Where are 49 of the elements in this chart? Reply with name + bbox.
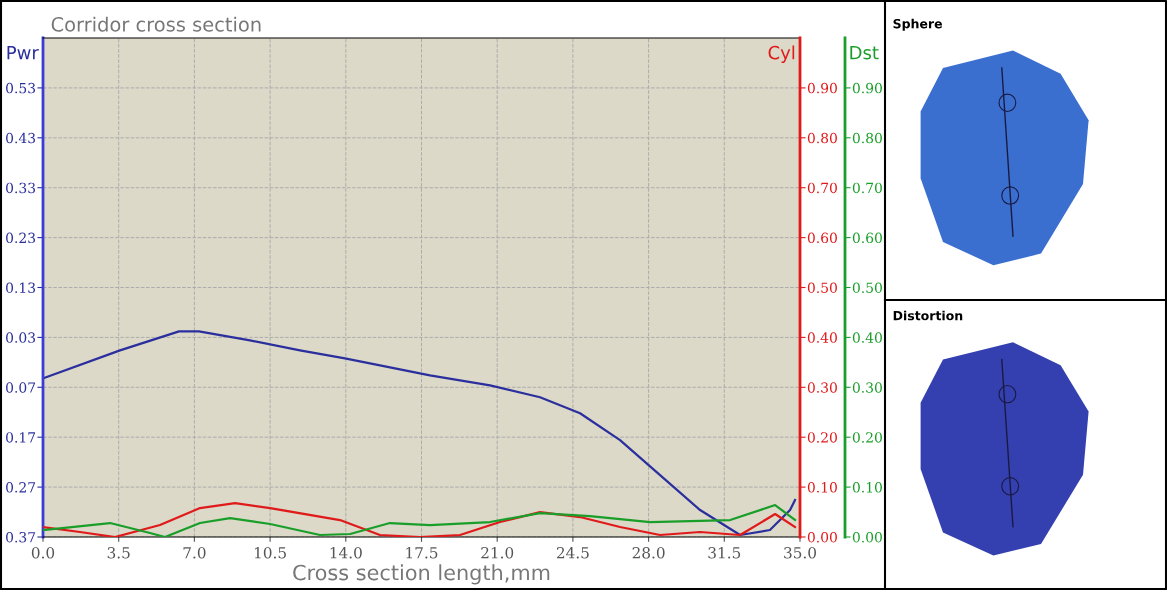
- y-tick-label: 0.07: [6, 382, 36, 393]
- y-tick-label: 0.33: [6, 182, 36, 194]
- y3-tick-label: 0.40: [852, 332, 882, 343]
- y3-tick-label: 0.10: [852, 482, 882, 493]
- x-axis-title: Cross section length,mm: [293, 564, 550, 585]
- y-tick-label: 0.13: [6, 282, 36, 293]
- x-tick-label: 0.0: [31, 546, 55, 559]
- y3-tick-label: 0.60: [852, 232, 882, 244]
- y-tick-label: 0.27: [6, 482, 36, 493]
- y-tick-label: 0.43: [6, 132, 36, 144]
- x-tick-label: 7.0: [183, 546, 206, 559]
- x-tick-label: 21.0: [481, 546, 514, 559]
- y3-tick-label: 0.20: [852, 432, 882, 443]
- y3-axis-title: Dst: [850, 46, 879, 60]
- x-tick-label: 17.5: [406, 546, 438, 559]
- x-tick-label: 24.5: [556, 546, 589, 559]
- line-series: [43, 330, 797, 537]
- y3-tick-label: 0.70: [852, 182, 882, 194]
- x-tick-label: 10.5: [254, 546, 286, 559]
- y2-tick-label: 0.40: [807, 332, 837, 343]
- y2-tick-label: 0.70: [807, 182, 837, 194]
- text: Distortion: [893, 310, 963, 321]
- y2-tick-label: 0.10: [807, 482, 837, 493]
- y3-tick-label: 0.30: [852, 382, 882, 393]
- y2-axis-title: Cyl: [768, 45, 795, 63]
- x-tick-label: 3.5: [107, 546, 130, 559]
- y3-tick-label: 0.90: [852, 82, 882, 94]
- y-tick-label: 0.37: [6, 531, 36, 543]
- x-tick-label: 35.0: [784, 546, 816, 559]
- chart-title: Corridor cross section: [51, 16, 261, 32]
- y2-tick-label: 0.80: [807, 132, 837, 144]
- y2-tick-label: 0.90: [807, 82, 837, 94]
- y3-tick-label: 0.00: [852, 531, 882, 543]
- y2-tick-label: 0.50: [807, 282, 837, 293]
- y-tick-label: 0.17: [6, 432, 36, 443]
- y2-tick-label: 0.30: [807, 382, 837, 393]
- y2-tick-label: 0.00: [807, 531, 837, 543]
- x-tick-label: 28.0: [632, 546, 665, 559]
- y3-tick-label: 0.50: [852, 282, 882, 293]
- y3-tick-label: 0.80: [852, 132, 882, 144]
- text: Sphere: [893, 18, 942, 31]
- y2-tick-label: 0.60: [807, 232, 837, 244]
- y-tick-label: 0.53: [6, 82, 36, 94]
- x-tick-label: 14.0: [330, 546, 362, 559]
- y-tick-label: 0.23: [6, 232, 36, 244]
- y2-tick-label: 0.20: [807, 432, 837, 443]
- x-tick-label: 31.5: [708, 546, 741, 559]
- y-tick-label: 0.03: [6, 332, 36, 343]
- y-axis-title: Pwr: [7, 46, 39, 60]
